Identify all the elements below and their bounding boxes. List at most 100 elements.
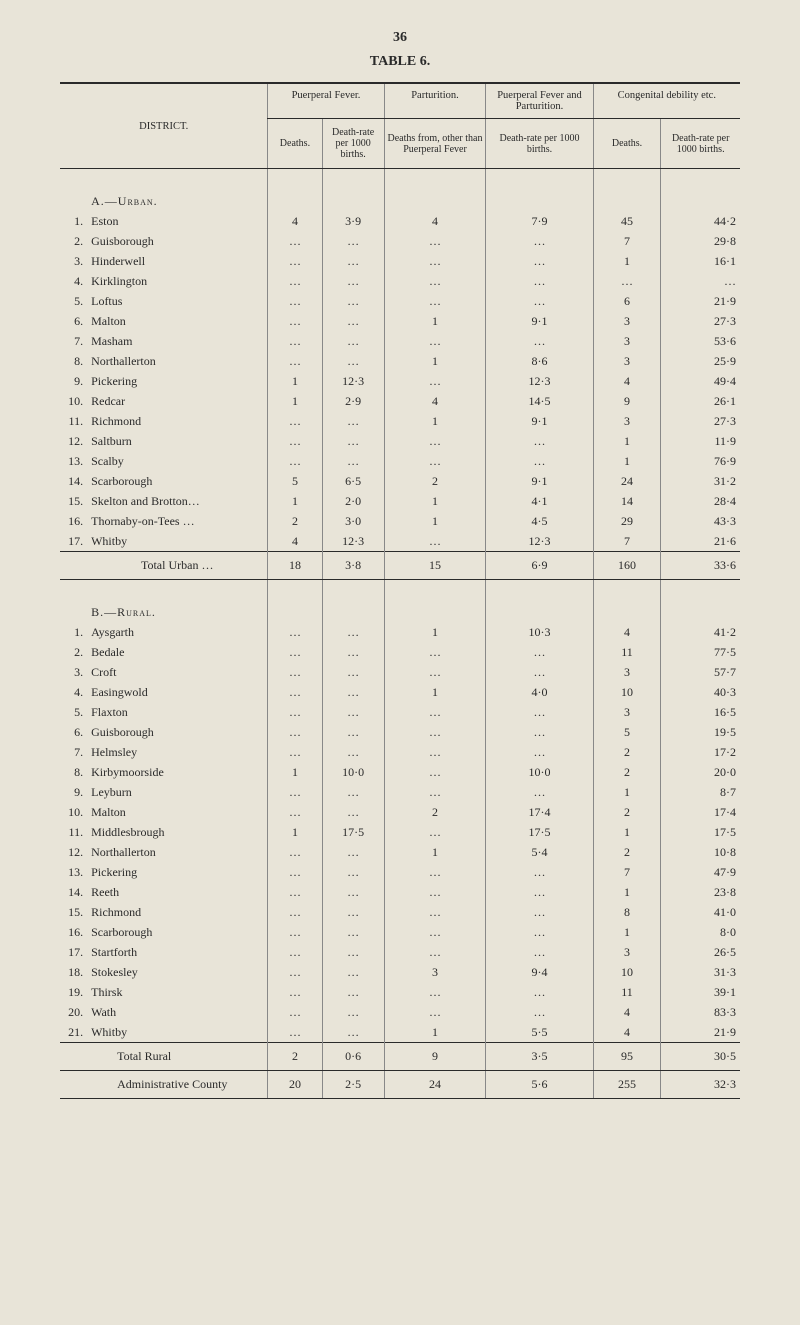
cell-value: 4 <box>268 531 322 552</box>
cell-value: … <box>322 842 384 862</box>
cell-value: … <box>268 331 322 351</box>
cell-value: … <box>486 271 593 291</box>
cell-value: 12·3 <box>322 371 384 391</box>
cell-value: … <box>486 231 593 251</box>
cell-value: … <box>322 922 384 942</box>
row-number: 17. <box>60 942 87 962</box>
cell-value: 3 <box>593 311 661 331</box>
cell-value: … <box>322 1022 384 1043</box>
cell-value: … <box>322 902 384 922</box>
district-name: Guisborough <box>87 722 268 742</box>
row-number: 16. <box>60 922 87 942</box>
cell-value: … <box>486 702 593 722</box>
cell-value: … <box>322 251 384 271</box>
cell-value: … <box>268 1022 322 1043</box>
cell-value: 41·0 <box>661 902 740 922</box>
cell-value: 14 <box>593 491 661 511</box>
table-row: 15.Skelton and Brotton…12·014·11428·4 <box>60 491 740 511</box>
district-name: Whitby <box>87 1022 268 1043</box>
row-number: 18. <box>60 962 87 982</box>
cell-value: 1 <box>384 842 486 862</box>
row-number: 20. <box>60 1002 87 1022</box>
cell-value: … <box>486 642 593 662</box>
cell-value: 1 <box>384 351 486 371</box>
header-parturition: Parturition. <box>384 83 486 119</box>
header-rate-2: Death-rate per 1000 births. <box>486 119 593 169</box>
table-row: 21.Whitby……15·5421·9 <box>60 1022 740 1043</box>
table-row: 11.Richmond……19·1327·3 <box>60 411 740 431</box>
cell-value: … <box>486 722 593 742</box>
rural-total-p: 9 <box>384 1043 486 1071</box>
cell-value: … <box>486 782 593 802</box>
cell-value: … <box>268 411 322 431</box>
admin-county-pf: 5·6 <box>486 1071 593 1099</box>
cell-value: … <box>486 331 593 351</box>
page-number: 36 <box>60 30 740 46</box>
cell-value: … <box>384 451 486 471</box>
document-page: 36 TABLE 6. DISTRICT. Puerperal Fever. P… <box>0 0 800 1139</box>
urban-total-row: Total Urban … 18 3·8 15 6·9 160 33·6 <box>60 552 740 580</box>
admin-county-label: Administrative County <box>87 1071 268 1099</box>
cell-value: … <box>322 1002 384 1022</box>
cell-value: 11·9 <box>661 431 740 451</box>
cell-value: … <box>268 311 322 331</box>
admin-county-dr: 2·5 <box>322 1071 384 1099</box>
header-deaths-from: Deaths from, other than Puerperal Fever <box>384 119 486 169</box>
cell-value: 9·1 <box>486 411 593 431</box>
cell-value: … <box>486 882 593 902</box>
cell-value: 24 <box>593 471 661 491</box>
district-name: Kirbymoorside <box>87 762 268 782</box>
cell-value: 10·8 <box>661 842 740 862</box>
cell-value: … <box>661 271 740 291</box>
mortality-table: DISTRICT. Puerperal Fever. Parturition. … <box>60 82 740 1099</box>
spacer <box>60 580 740 603</box>
cell-value: 4·5 <box>486 511 593 531</box>
table-row: 11.Middlesbrough117·5…17·5117·5 <box>60 822 740 842</box>
cell-value: 17·5 <box>486 822 593 842</box>
rural-total-d: 2 <box>268 1043 322 1071</box>
cell-value: … <box>268 862 322 882</box>
row-number: 1. <box>60 622 87 642</box>
admin-county-p: 24 <box>384 1071 486 1099</box>
cell-value: 3 <box>384 962 486 982</box>
cell-value: … <box>322 662 384 682</box>
cell-value: 29 <box>593 511 661 531</box>
row-number: 10. <box>60 802 87 822</box>
cell-value: … <box>268 1002 322 1022</box>
table-row: 3.Croft…………357·7 <box>60 662 740 682</box>
table-row: 9.Pickering112·3…12·3449·4 <box>60 371 740 391</box>
cell-value: 1 <box>593 822 661 842</box>
district-name: Middlesbrough <box>87 822 268 842</box>
cell-value: … <box>384 251 486 271</box>
cell-value: … <box>486 662 593 682</box>
row-number: 2. <box>60 642 87 662</box>
cell-value: … <box>384 331 486 351</box>
cell-value: … <box>322 962 384 982</box>
cell-value: 3 <box>593 331 661 351</box>
row-number: 7. <box>60 331 87 351</box>
cell-value: 3 <box>593 411 661 431</box>
cell-value: 1 <box>384 1022 486 1043</box>
cell-value: 3·9 <box>322 211 384 231</box>
cell-value: … <box>384 942 486 962</box>
cell-value: 1 <box>268 822 322 842</box>
cell-value: 8·6 <box>486 351 593 371</box>
cell-value: 10 <box>593 962 661 982</box>
header-puerperal-parturition: Puerperal Fever and Parturition. <box>486 83 593 119</box>
cell-value: 21·9 <box>661 1022 740 1043</box>
table-row: 16.Thornaby-on-Tees …23·014·52943·3 <box>60 511 740 531</box>
cell-value: … <box>384 722 486 742</box>
table-row: 12.Northallerton……15·4210·8 <box>60 842 740 862</box>
row-number: 6. <box>60 722 87 742</box>
row-number: 12. <box>60 431 87 451</box>
cell-value: … <box>268 622 322 642</box>
district-name: Malton <box>87 802 268 822</box>
district-name: Easingwold <box>87 682 268 702</box>
cell-value: … <box>384 431 486 451</box>
cell-value: 17·2 <box>661 742 740 762</box>
row-number: 13. <box>60 451 87 471</box>
district-name: Flaxton <box>87 702 268 722</box>
row-number: 19. <box>60 982 87 1002</box>
cell-value: 1 <box>384 682 486 702</box>
cell-value: … <box>384 762 486 782</box>
